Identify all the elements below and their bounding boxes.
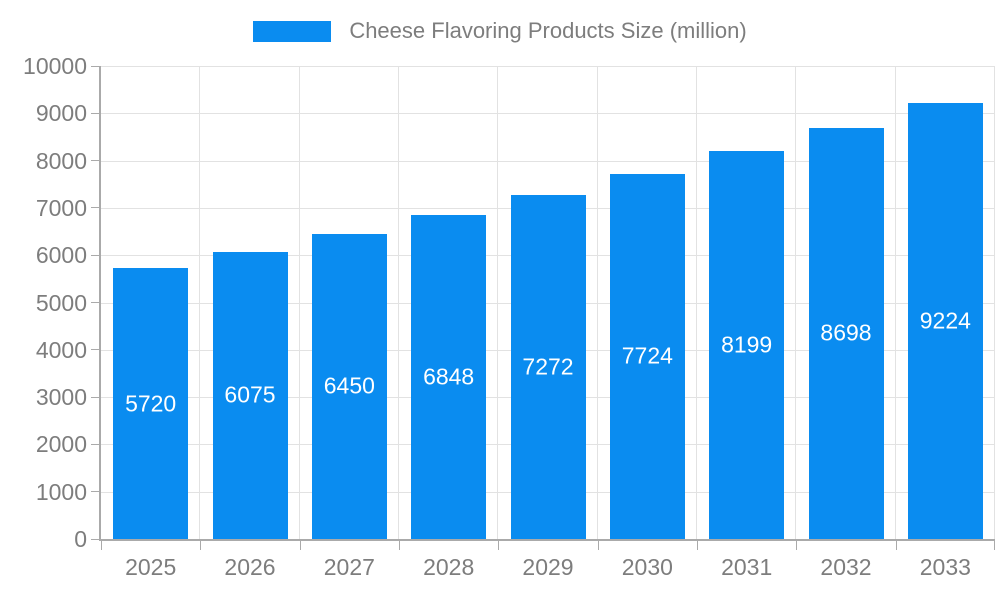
x-tick	[895, 541, 897, 550]
y-tick	[91, 65, 99, 67]
x-axis-label: 2032	[820, 554, 872, 580]
y-axis-label: 3000	[35, 384, 87, 411]
y-axis-line	[99, 66, 101, 541]
plot-area: 0 1000 2000 3000 4000 5000 6000 7000 8000 9000 100…	[23, 53, 995, 580]
legend-label: Cheese Flavoring Products Size (million)	[349, 18, 747, 43]
bar: 8698	[808, 127, 884, 539]
y-tick	[91, 112, 99, 114]
x-tick	[994, 541, 995, 550]
v-gridline	[199, 66, 201, 539]
y-tick	[91, 538, 99, 540]
v-gridline	[298, 66, 300, 539]
bar: 6075	[212, 251, 288, 539]
legend-item[interactable]: Cheese Flavoring Products Size (million)	[253, 18, 747, 44]
x-tick	[200, 541, 202, 550]
y-tick	[91, 443, 99, 445]
x-axis-label: 2025	[125, 554, 177, 580]
y-tick	[91, 349, 99, 351]
y-tick	[91, 302, 99, 303]
x-tick	[101, 541, 102, 550]
bar-value-label: 6450	[323, 372, 375, 399]
x-tick	[498, 541, 500, 550]
y-tick	[91, 254, 99, 256]
y-axis-label: 7000	[35, 194, 87, 221]
x-axis-label: 2029	[522, 554, 574, 580]
x-axis-label: 2028	[423, 554, 475, 580]
x-axis-label: 2031	[721, 554, 773, 580]
x-tick	[399, 541, 400, 550]
legend-swatch-icon	[253, 20, 332, 42]
v-gridline	[696, 66, 697, 539]
y-axis-label: 2000	[35, 431, 87, 458]
y-axis-label: 9000	[35, 100, 87, 127]
h-gridline	[101, 113, 995, 115]
v-gridline	[596, 66, 598, 539]
v-gridline	[795, 66, 797, 539]
x-axis-line	[99, 539, 995, 541]
y-axis-label: 6000	[35, 242, 87, 269]
bar-value-label: 9224	[919, 307, 971, 334]
x-tick	[796, 541, 798, 550]
bar: 5720	[113, 268, 189, 539]
bar-value-label: 8199	[721, 331, 773, 358]
y-tick	[91, 207, 99, 209]
bar-value-label: 7272	[522, 353, 574, 380]
h-gridline	[101, 66, 995, 67]
v-gridline	[894, 66, 896, 539]
bar-value-label: 8698	[820, 319, 872, 346]
y-axis-label: 1000	[35, 478, 87, 505]
legend: Cheese Flavoring Products Size (million)	[0, 18, 1000, 44]
x-axis-label: 2026	[224, 554, 276, 580]
h-gridline	[101, 160, 995, 162]
bar-value-label: 6075	[224, 381, 276, 408]
bar-value-label: 7724	[621, 342, 673, 369]
x-axis-label: 2033	[919, 554, 971, 580]
v-gridline	[497, 66, 499, 539]
bar-value-label: 6848	[423, 363, 475, 390]
x-tick	[697, 541, 698, 550]
bar: 7272	[510, 195, 586, 539]
bar: 9224	[907, 102, 983, 539]
y-axis-label: 10000	[23, 53, 87, 79]
x-tick	[597, 541, 599, 550]
x-axis-label: 2030	[621, 554, 673, 580]
bar-value-label: 5720	[125, 390, 177, 417]
x-axis-label: 2027	[323, 554, 375, 580]
v-gridline	[994, 66, 995, 539]
y-tick	[91, 396, 99, 398]
bar: 7724	[609, 173, 685, 539]
bar: 8199	[709, 151, 785, 539]
x-tick	[299, 541, 301, 550]
y-tick	[91, 160, 99, 162]
bar: 6450	[311, 233, 387, 539]
y-axis-label: 0	[74, 526, 87, 552]
y-axis-label: 5000	[35, 289, 87, 316]
y-axis-label: 8000	[35, 147, 87, 174]
y-axis-label: 4000	[35, 336, 87, 363]
y-tick	[91, 491, 99, 493]
bar: 6848	[411, 215, 487, 539]
v-gridline	[398, 66, 399, 539]
